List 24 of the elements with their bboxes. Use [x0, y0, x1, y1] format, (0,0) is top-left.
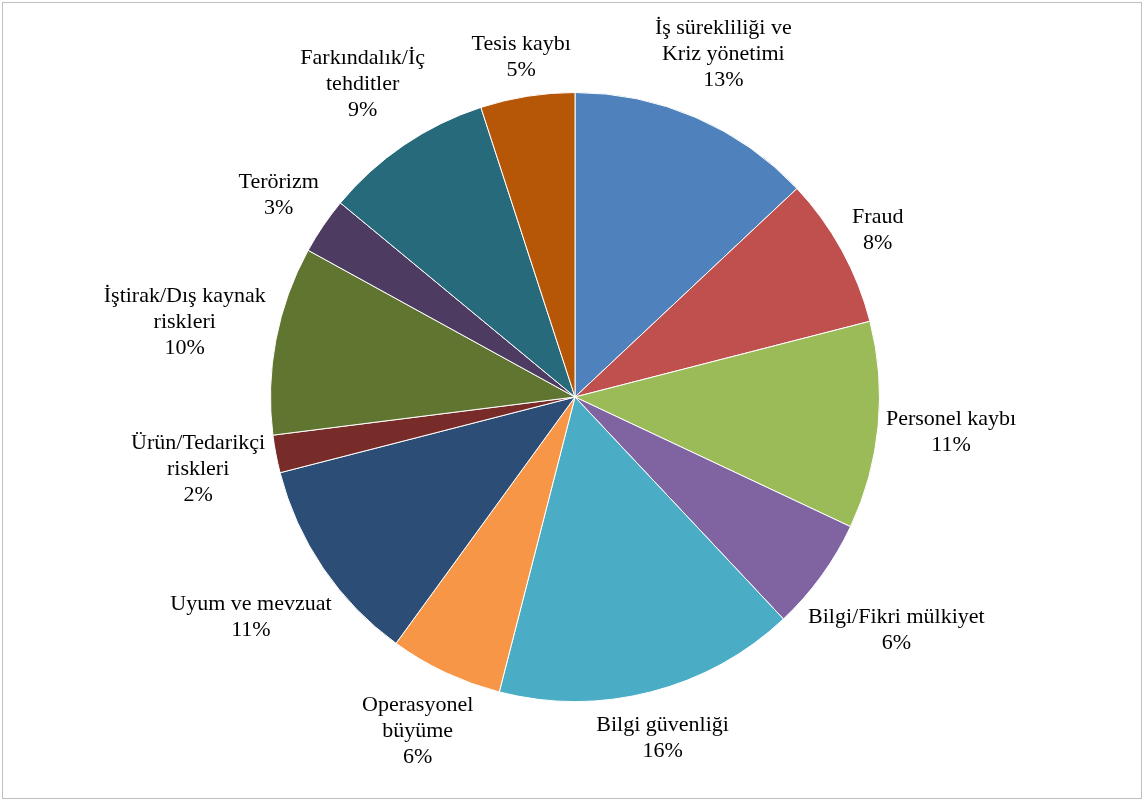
slice-label: Bilgi/Fikri mülkiyet [808, 603, 985, 629]
data-label: 8% [863, 229, 893, 255]
data-label: 11% [931, 431, 971, 457]
data-label: 13% [703, 66, 744, 92]
slice-label: Farkındalık/İç tehditler [300, 44, 426, 96]
slice-label: Uyum ve mevzuat [170, 590, 332, 616]
data-label: 2% [183, 480, 213, 506]
slice-label: İş sürekliliği ve Kriz yönetimi [654, 14, 792, 66]
slice-label: Ürün/Tedarikçi riskleri [131, 428, 266, 480]
slice-label: Fraud [852, 203, 904, 229]
data-label: 10% [164, 334, 205, 360]
data-label: 5% [506, 56, 536, 82]
data-label: 3% [263, 194, 294, 220]
slice-label: Bilgi güvenliği [596, 710, 729, 736]
slice-label: Terörizm [238, 168, 319, 194]
slice-label: Personel kaybı [885, 405, 1017, 431]
slice-label: Operasyonel büyüme [362, 691, 474, 743]
data-label: 9% [347, 96, 378, 122]
data-label: 6% [881, 629, 912, 655]
data-label: 11% [231, 616, 271, 642]
slice-label: Tesis kaybı [471, 30, 571, 56]
data-label: 16% [642, 736, 683, 762]
slice-label: İştirak/Dış kaynak riskleri [103, 282, 266, 334]
data-label: 6% [403, 743, 433, 769]
